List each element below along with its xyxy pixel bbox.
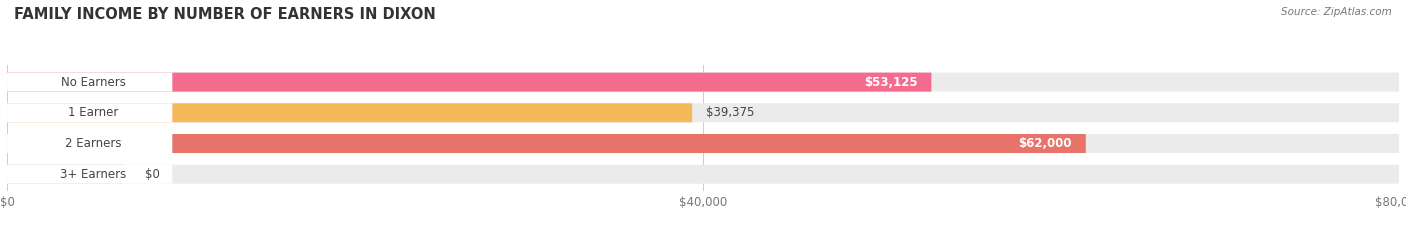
Text: 2 Earners: 2 Earners [65,137,121,150]
FancyBboxPatch shape [7,134,1085,153]
FancyBboxPatch shape [7,165,122,184]
FancyBboxPatch shape [7,73,173,92]
FancyBboxPatch shape [7,134,1399,153]
FancyBboxPatch shape [7,103,173,122]
Text: $39,375: $39,375 [706,106,755,119]
Text: 3+ Earners: 3+ Earners [60,168,127,181]
Text: $62,000: $62,000 [1018,137,1071,150]
FancyBboxPatch shape [7,134,173,153]
FancyBboxPatch shape [7,103,692,122]
FancyBboxPatch shape [7,103,1399,122]
Text: $0: $0 [145,168,160,181]
Text: $53,125: $53,125 [863,76,918,89]
Text: Source: ZipAtlas.com: Source: ZipAtlas.com [1281,7,1392,17]
FancyBboxPatch shape [7,165,1399,184]
FancyBboxPatch shape [7,73,931,92]
Text: 1 Earner: 1 Earner [67,106,118,119]
Text: No Earners: No Earners [60,76,125,89]
FancyBboxPatch shape [7,165,173,184]
Text: FAMILY INCOME BY NUMBER OF EARNERS IN DIXON: FAMILY INCOME BY NUMBER OF EARNERS IN DI… [14,7,436,22]
FancyBboxPatch shape [7,73,1399,92]
